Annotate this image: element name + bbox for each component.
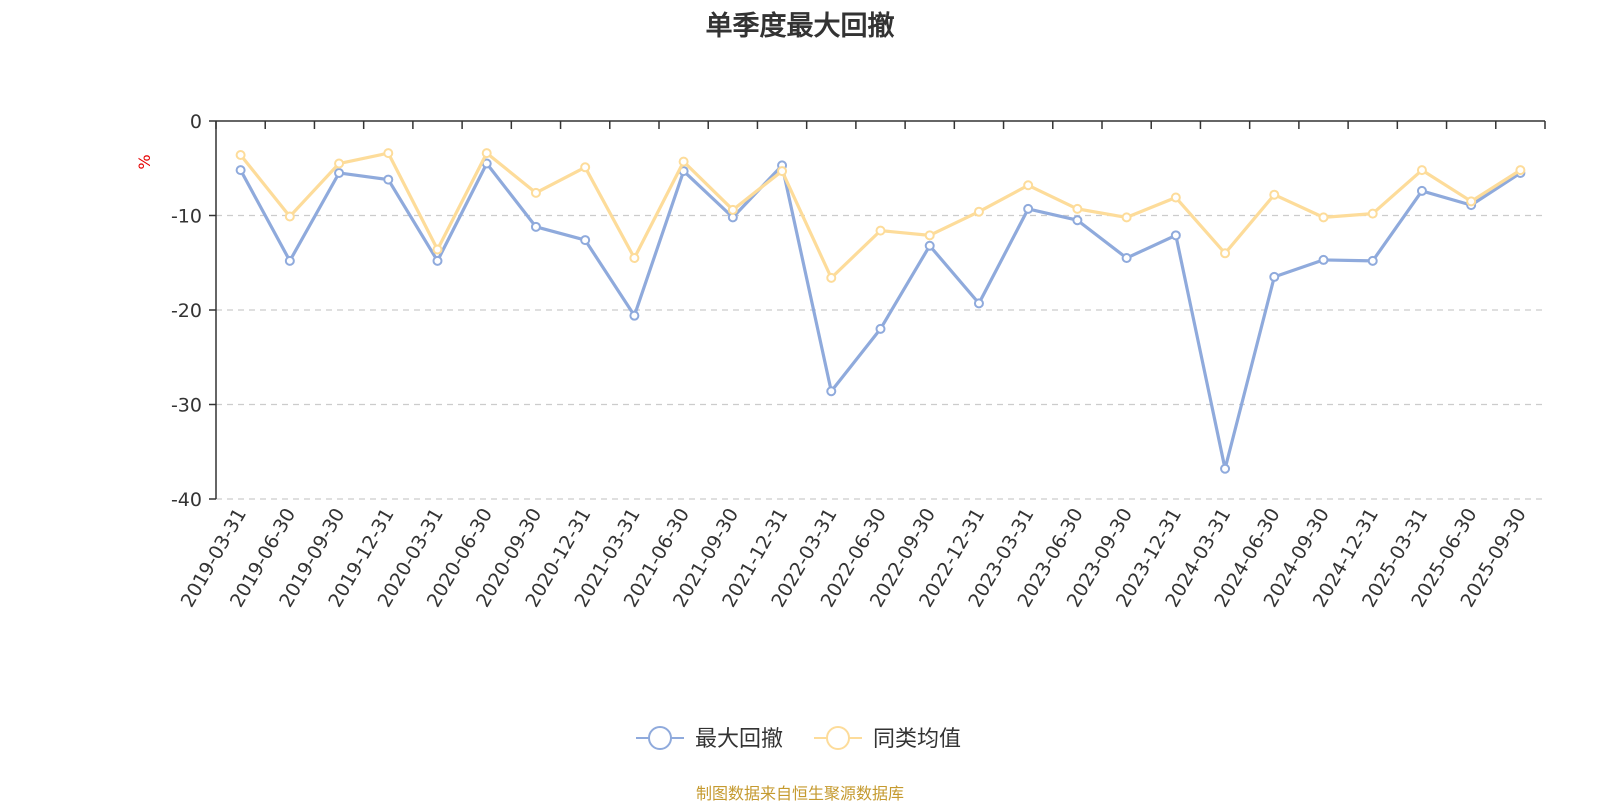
data-point[interactable] xyxy=(727,204,738,215)
data-point[interactable] xyxy=(1072,215,1083,226)
data-source-note: 制图数据来自恒生聚源数据库 xyxy=(695,784,904,803)
y-tick-label: -30 xyxy=(171,395,202,417)
data-point[interactable] xyxy=(334,158,345,169)
data-point[interactable] xyxy=(432,244,443,255)
data-point[interactable] xyxy=(629,253,640,264)
legend-label: 最大回撤 xyxy=(695,727,783,752)
data-point[interactable] xyxy=(1318,254,1329,265)
data-point[interactable] xyxy=(973,206,984,217)
data-point[interactable] xyxy=(875,323,886,334)
data-point[interactable] xyxy=(284,255,295,266)
chart-title: 单季度最大回撤 xyxy=(705,11,895,42)
data-point[interactable] xyxy=(580,235,591,246)
data-point[interactable] xyxy=(1220,463,1231,474)
data-point[interactable] xyxy=(432,255,443,266)
data-point[interactable] xyxy=(1170,230,1181,241)
data-point[interactable] xyxy=(1416,165,1427,176)
legend-marker-icon xyxy=(826,726,850,750)
data-point[interactable] xyxy=(826,272,837,283)
data-point[interactable] xyxy=(973,298,984,309)
legend-marker-icon xyxy=(648,726,672,750)
data-point[interactable] xyxy=(1416,185,1427,196)
legend-item-2[interactable]: 同类均值 xyxy=(814,726,961,752)
series-1 xyxy=(235,158,1526,474)
data-point[interactable] xyxy=(1367,255,1378,266)
data-point[interactable] xyxy=(235,150,246,161)
data-point[interactable] xyxy=(924,240,935,251)
data-point[interactable] xyxy=(875,225,886,236)
legend-item-1[interactable]: 最大回撤 xyxy=(636,726,783,752)
data-point[interactable] xyxy=(777,166,788,177)
data-point[interactable] xyxy=(1170,192,1181,203)
data-point[interactable] xyxy=(530,187,541,198)
data-point[interactable] xyxy=(1121,253,1132,264)
legend[interactable]: 最大回撤 同类均值 xyxy=(636,726,961,752)
series xyxy=(235,148,1526,474)
series-2 xyxy=(235,148,1526,283)
data-point[interactable] xyxy=(580,162,591,173)
data-point[interactable] xyxy=(1023,203,1034,214)
data-point[interactable] xyxy=(1072,203,1083,214)
y-tick-label: -20 xyxy=(171,300,202,322)
series-line xyxy=(239,161,1522,471)
grid xyxy=(216,214,1545,500)
legend-label: 同类均值 xyxy=(873,727,961,752)
data-point[interactable] xyxy=(383,148,394,159)
data-point[interactable] xyxy=(1220,248,1231,259)
data-point[interactable] xyxy=(1023,180,1034,191)
data-point[interactable] xyxy=(235,165,246,176)
data-point[interactable] xyxy=(1269,189,1280,200)
y-tick-label: -40 xyxy=(171,489,202,511)
data-point[interactable] xyxy=(284,211,295,222)
data-point[interactable] xyxy=(481,148,492,159)
data-point[interactable] xyxy=(1466,196,1477,207)
data-point[interactable] xyxy=(1318,212,1329,223)
data-point[interactable] xyxy=(1269,271,1280,282)
data-point[interactable] xyxy=(1515,165,1526,176)
y-axis-label: % xyxy=(135,154,154,169)
data-point[interactable] xyxy=(1121,212,1132,223)
data-point[interactable] xyxy=(1367,208,1378,219)
data-point[interactable] xyxy=(826,386,837,397)
data-point[interactable] xyxy=(530,221,541,232)
data-point[interactable] xyxy=(334,167,345,178)
data-point[interactable] xyxy=(383,174,394,185)
y-tick-label: -10 xyxy=(171,206,202,228)
data-point[interactable] xyxy=(924,230,935,241)
axes: 0-10-20-30-402019-03-312019-06-302019-09… xyxy=(171,111,1546,611)
y-tick-label: 0 xyxy=(190,111,202,133)
data-point[interactable] xyxy=(629,310,640,321)
data-point[interactable] xyxy=(678,156,689,167)
